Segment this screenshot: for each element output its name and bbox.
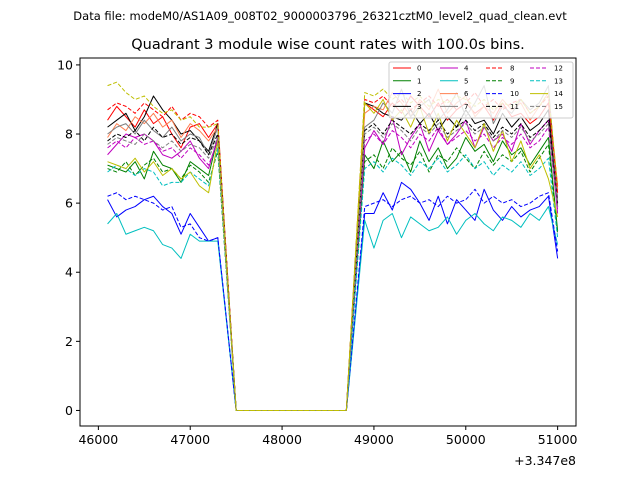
series-layer bbox=[107, 81, 559, 411]
legend-label: 13 bbox=[554, 77, 563, 85]
x-tick-label: 48000 bbox=[262, 432, 302, 447]
x-axis-offset-label: +3.347e8 bbox=[514, 453, 576, 468]
y-tick-label: 0 bbox=[65, 403, 73, 418]
series-line-12 bbox=[107, 126, 559, 411]
series-line-15 bbox=[107, 123, 559, 411]
x-tick-label: 49000 bbox=[354, 432, 394, 447]
x-tick-label: 50000 bbox=[446, 432, 486, 447]
y-tick-label: 6 bbox=[65, 196, 73, 211]
legend-label: 6 bbox=[464, 90, 469, 98]
y-tick-label: 4 bbox=[65, 265, 73, 280]
x-tick-label: 47000 bbox=[170, 432, 210, 447]
legend-label: 5 bbox=[464, 77, 468, 85]
legend-label: 7 bbox=[464, 103, 468, 111]
legend-label: 3 bbox=[417, 103, 421, 111]
legend-label: 10 bbox=[510, 90, 519, 98]
legend-label: 1 bbox=[417, 77, 421, 85]
legend-label: 0 bbox=[417, 65, 421, 73]
x-tick-label: 46000 bbox=[78, 432, 118, 447]
x-tick-label: 51000 bbox=[538, 432, 578, 447]
legend-label: 15 bbox=[554, 103, 563, 111]
chart-title: Quadrant 3 module wise count rates with … bbox=[131, 37, 525, 53]
figure-suptitle: Data file: modeM0/AS1A09_008T02_90000037… bbox=[73, 9, 567, 23]
series-line-14 bbox=[107, 98, 559, 411]
y-axis-ticks: 0 2 4 6 8 10 bbox=[57, 57, 80, 418]
legend-label: 11 bbox=[510, 103, 519, 111]
legend-label: 12 bbox=[554, 65, 563, 73]
legend-label: 4 bbox=[464, 65, 469, 73]
y-tick-label: 10 bbox=[57, 57, 73, 72]
x-axis-ticks: 46000 47000 48000 49000 50000 51000 bbox=[78, 426, 578, 447]
series-line-extra-16 bbox=[107, 81, 559, 411]
legend-label: 8 bbox=[510, 65, 514, 73]
y-tick-label: 8 bbox=[65, 127, 73, 142]
legend-label: 9 bbox=[510, 77, 514, 85]
y-tick-label: 2 bbox=[65, 334, 73, 349]
legend-frame bbox=[388, 61, 574, 119]
legend-label: 14 bbox=[554, 90, 563, 98]
axes-frame bbox=[79, 57, 577, 427]
legend-label: 2 bbox=[417, 90, 421, 98]
